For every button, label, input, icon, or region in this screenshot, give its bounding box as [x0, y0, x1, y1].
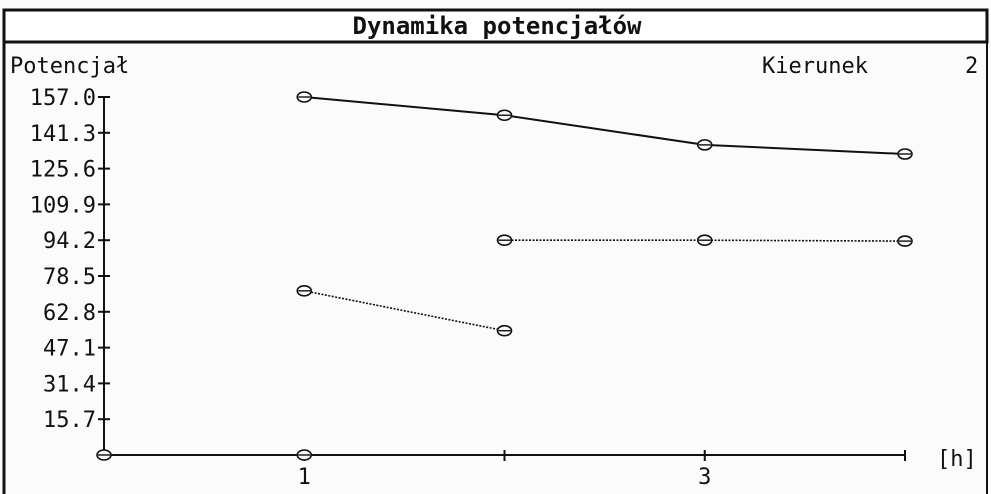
y-tick-label: 109.9 — [30, 193, 96, 218]
y-tick-label: 125.6 — [30, 158, 96, 183]
y-tick-label: 15.7 — [43, 408, 96, 433]
series-line-3 — [304, 290, 505, 332]
data-point — [696, 139, 713, 151]
direction-value: 2 — [965, 54, 978, 79]
series-layer — [96, 91, 913, 461]
x-tick-label: 3 — [698, 465, 711, 490]
direction-label: Kierunek — [762, 54, 868, 79]
y-tick-label: 141.3 — [30, 122, 96, 147]
y-tick-label: 78.5 — [43, 265, 96, 290]
x-tick-label: 1 — [298, 465, 311, 490]
y-tick-label: 47.1 — [43, 337, 96, 362]
title-bar: Dynamika potencjałów — [2, 8, 989, 44]
y-tick-label: 94.2 — [43, 229, 96, 254]
data-point — [296, 285, 313, 297]
data-point — [496, 234, 513, 246]
y-tick-label: 62.8 — [43, 301, 96, 326]
title-bar-frame — [2, 8, 989, 44]
x-axis-unit: [h] — [937, 447, 977, 472]
data-point — [296, 91, 313, 103]
y-tick-label: 157.0 — [30, 86, 96, 111]
y-ticks: 15.7 31.4 47.1 62.8 78.5 94.2 109.9 125.6 141.3 1… — [30, 86, 110, 433]
data-point — [496, 324, 513, 337]
axis-point-marker — [96, 449, 112, 461]
axis-point-marker — [296, 449, 313, 461]
y-tick-label: 31.4 — [43, 372, 96, 397]
series-line-1 — [304, 96, 906, 156]
chart-title: Dynamika potencjałów — [353, 12, 643, 40]
y-axis-title: Potencjał — [10, 54, 129, 79]
data-point — [496, 109, 513, 122]
data-point — [897, 235, 913, 247]
data-point — [897, 148, 913, 160]
data-point — [696, 234, 713, 246]
